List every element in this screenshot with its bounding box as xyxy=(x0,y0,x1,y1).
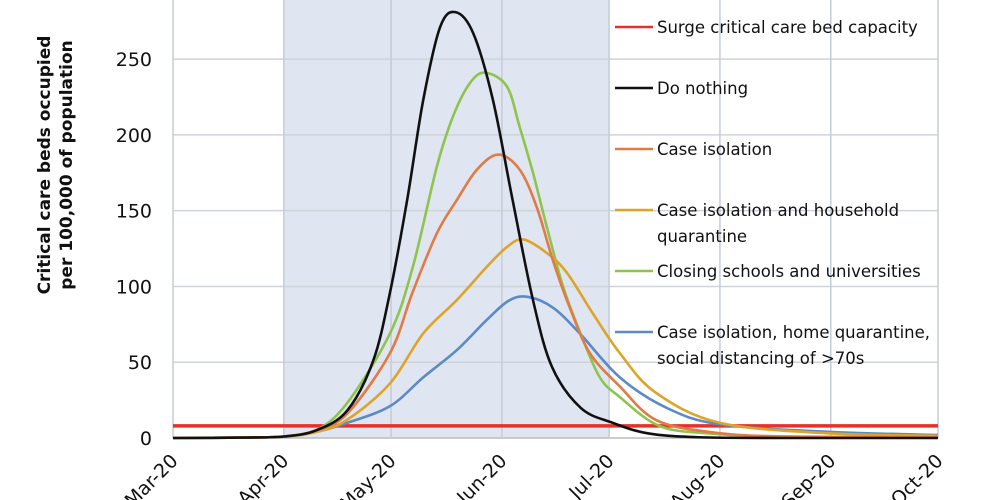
y-axis-title-line2: per 100,000 of population xyxy=(57,40,77,290)
x-tick-label: Sep-20 xyxy=(777,450,840,500)
legend: Surge critical care bed capacity Do nothi… xyxy=(615,18,930,368)
legend-label: quarantine xyxy=(657,227,747,246)
legend-label: Surge critical care bed capacity xyxy=(657,18,918,37)
series-lines xyxy=(172,10,939,440)
legend-label: social distancing of >70s xyxy=(657,349,864,368)
y-axis-title-line1: Critical care beds occupied xyxy=(35,36,55,295)
x-tick-label: Jul-20 xyxy=(564,450,618,500)
y-tick-label: 50 xyxy=(128,352,152,374)
shaded-period xyxy=(283,0,610,438)
series-line-closing-schools-and-universities xyxy=(172,71,939,440)
gridlines xyxy=(172,0,939,439)
y-tick-label: 150 xyxy=(116,201,152,223)
legend-label: Case isolation, home quarantine, xyxy=(657,323,930,342)
legend-label: Case isolation xyxy=(657,140,772,159)
y-tick-label: 200 xyxy=(116,125,152,147)
y-tick-label: 100 xyxy=(116,276,152,298)
legend-label: Closing schools and universities xyxy=(657,262,921,281)
x-tick-label: Aug-20 xyxy=(666,450,730,500)
series-line-do-nothing xyxy=(172,10,938,440)
y-axis: 0 50 100 150 200 250 xyxy=(116,49,152,450)
x-axis: Mar-20 Apr-20 May-20 Jun-20 Jul-20 Aug-20 Sep-… xyxy=(121,450,948,500)
x-tick-label: Mar-20 xyxy=(121,450,183,500)
x-tick-label: Jun-20 xyxy=(452,450,511,500)
x-tick-label: Oct-20 xyxy=(887,450,948,500)
y-tick-label: 0 xyxy=(140,428,152,450)
legend-label: Case isolation and household xyxy=(657,201,899,220)
y-tick-label: 250 xyxy=(116,49,152,71)
series-line-case-isolation-and-household-quarantine xyxy=(172,238,939,440)
x-tick-label: May-20 xyxy=(336,450,401,500)
x-tick-label: Apr-20 xyxy=(233,450,293,500)
legend-label: Do nothing xyxy=(657,79,748,98)
